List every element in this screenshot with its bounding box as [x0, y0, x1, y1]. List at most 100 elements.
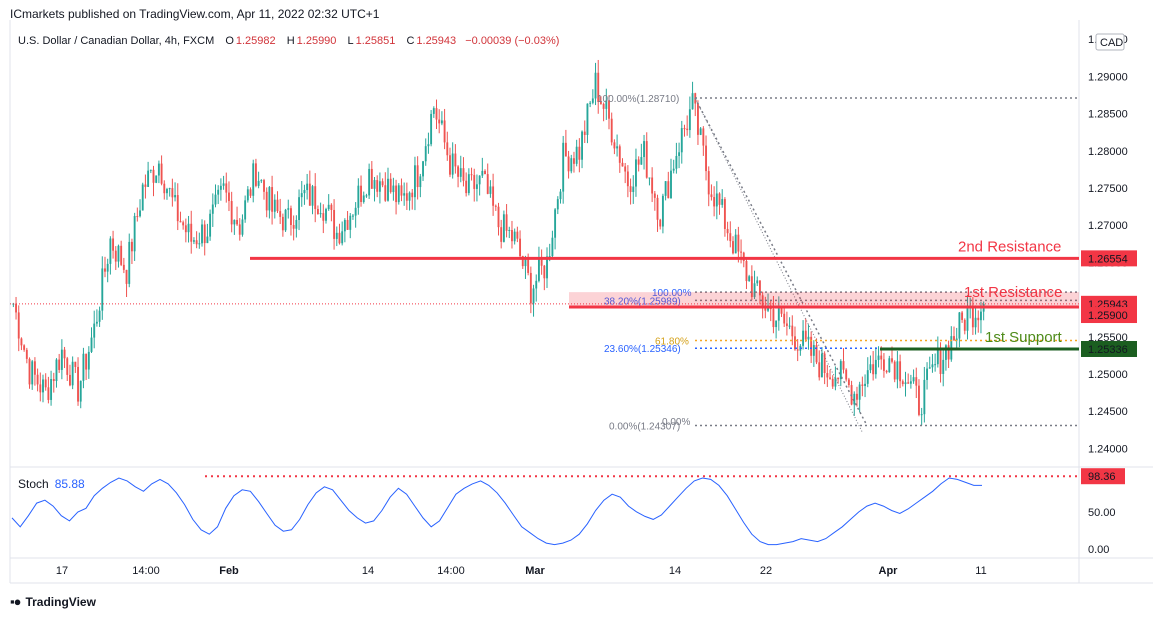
candle-body — [597, 72, 600, 103]
candle-body — [548, 256, 551, 258]
candle-body — [845, 369, 848, 380]
candle-body — [192, 240, 195, 242]
candle-body — [322, 213, 325, 221]
candle-body — [484, 170, 486, 175]
candle-body — [710, 194, 713, 198]
candle-body — [130, 241, 133, 252]
fib-trend-line — [694, 97, 863, 432]
time-tick-label: Mar — [525, 565, 545, 577]
candle-body — [678, 152, 681, 156]
candle-body — [891, 358, 893, 362]
candle-body — [211, 204, 214, 214]
fib-trend-line — [694, 97, 868, 426]
candle-body — [810, 336, 813, 356]
candle-body — [882, 359, 885, 371]
candle-body — [90, 337, 93, 352]
stoch-tick-label: 50.00 — [1088, 507, 1116, 519]
candle-body — [179, 221, 182, 223]
candle-body — [535, 280, 538, 289]
candle-body — [864, 383, 867, 386]
candle-body — [308, 183, 311, 206]
candle-body — [540, 258, 543, 266]
candle-body — [422, 161, 424, 177]
badge-2nd-resistance — [1081, 250, 1137, 267]
candle-body — [23, 345, 26, 350]
candle-body — [931, 364, 934, 368]
close-value: 1.25943 — [416, 35, 457, 47]
candle-body — [352, 215, 354, 217]
level-name-label: 1st Resistance — [964, 284, 1062, 301]
candle-body — [961, 312, 964, 320]
stoch-tick-label: 0.00 — [1088, 544, 1109, 556]
candle-body — [977, 317, 980, 321]
candle-body — [532, 288, 535, 304]
resistance-zone — [569, 292, 1079, 308]
badge-1st-support — [1081, 340, 1137, 357]
candle-body — [28, 358, 31, 385]
candle-body — [729, 233, 732, 242]
candle-body — [254, 163, 257, 186]
publisher-caption: ICmarkets published on TradingView.com, … — [10, 7, 380, 21]
candle-body — [909, 381, 912, 384]
candle-body — [36, 374, 39, 385]
candle-body — [290, 208, 292, 226]
candle-body — [106, 263, 109, 272]
candle-body — [955, 338, 958, 341]
candle-body — [432, 108, 435, 114]
candle-body — [947, 345, 950, 360]
candle-body — [942, 359, 945, 374]
candle-body — [109, 238, 112, 264]
candle-body — [877, 355, 880, 360]
candle-body — [85, 353, 88, 370]
candle-body — [939, 348, 942, 374]
candle-body — [31, 361, 34, 385]
candle-body — [783, 313, 786, 324]
candle-body — [465, 180, 468, 194]
currency-label: CAD — [1100, 37, 1123, 49]
candle-body — [408, 192, 411, 201]
candle-body — [645, 141, 648, 178]
candle-body — [233, 219, 236, 225]
candle-body — [473, 175, 476, 189]
candle-body — [403, 193, 406, 196]
candle-body — [478, 175, 481, 185]
candle-body — [893, 361, 896, 380]
candle-body — [17, 312, 20, 339]
candle-body — [683, 128, 686, 130]
candle-body — [958, 312, 961, 339]
candle-body — [664, 181, 667, 196]
candle-body — [241, 219, 244, 235]
candle-body — [184, 225, 187, 233]
candle-body — [834, 377, 837, 387]
candle-body — [246, 189, 249, 201]
candle-body — [166, 189, 168, 194]
candle-body — [378, 181, 381, 192]
candle-body — [44, 379, 47, 388]
candle-body — [820, 353, 823, 378]
candle-body — [812, 345, 815, 356]
candle-body — [373, 180, 376, 189]
candle-body — [618, 146, 621, 163]
candle-body — [974, 317, 977, 328]
candle-body — [392, 185, 395, 193]
candle-body — [513, 231, 516, 242]
candle-body — [912, 377, 915, 382]
candle-body — [443, 120, 446, 143]
candle-body — [777, 308, 780, 321]
candle-body — [346, 219, 349, 230]
candle-body — [688, 109, 691, 131]
candle-body — [802, 330, 805, 346]
candle-body — [740, 251, 743, 253]
footer-brand[interactable]: ▪● TradingView — [10, 594, 96, 609]
candle-body — [198, 243, 201, 245]
fib-level-label: 100.00%(1.28710) — [597, 94, 679, 105]
candle-body — [519, 238, 522, 257]
symbol-title[interactable]: U.S. Dollar / Canadian Dollar, 4h, FXCM — [18, 35, 215, 47]
open-value: 1.25982 — [235, 35, 276, 47]
candle-body — [435, 108, 438, 120]
candle-body — [475, 184, 478, 189]
candle-body — [58, 359, 61, 370]
candle-body — [47, 387, 50, 400]
candle-body — [15, 303, 17, 313]
